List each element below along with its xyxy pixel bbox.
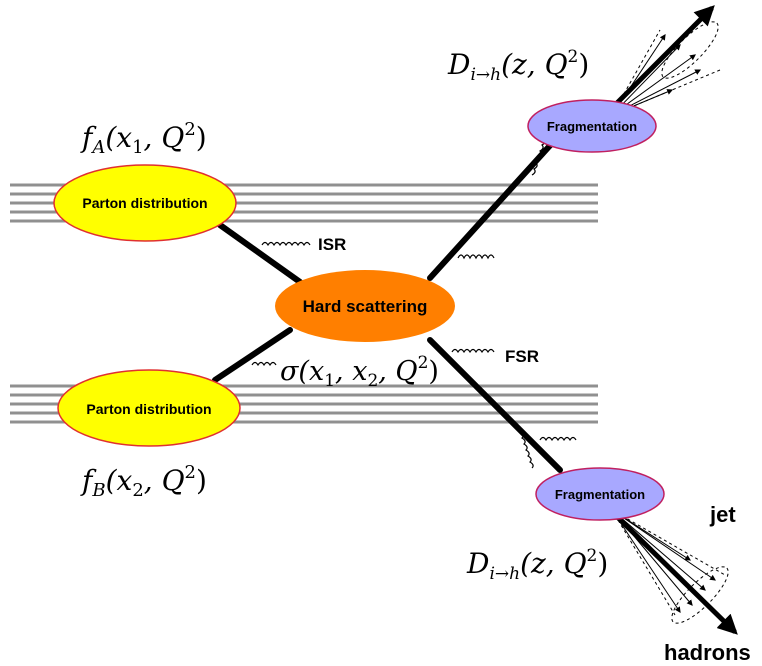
formula-d-top: Di→h(z, Q2) [447,47,589,85]
parton-distribution-top: Parton distribution [53,164,237,242]
formula-d-bottom: Di→h(z, Q2) [466,546,608,584]
isr-label: ISR [318,235,346,254]
gluon-sigma [251,361,277,367]
gluon-bottom-2 [539,436,577,442]
outgoing-parton-top [427,137,558,281]
jet-cone-top [611,21,721,116]
fragmentation-top-label: Fragmentation [547,119,637,134]
formula-fb: fB(x2, Q2) [80,462,207,501]
formula-sigma: σ(x1, x2, Q2) [280,353,439,391]
parton-lines [212,137,563,473]
parton-distribution-bottom-label: Parton distribution [86,401,211,417]
gluon-isr [261,241,311,247]
jet-axis-bottom [598,498,738,635]
jet-axis-top [598,5,715,122]
formula-fa: fA(x1, Q2) [80,119,207,158]
hard-scattering: Hard scattering [275,270,455,342]
outgoing-parton-bottom [427,337,563,473]
parton-distribution-top-label: Parton distribution [82,195,207,211]
parton-distribution-bottom: Parton distribution [57,369,241,447]
gluon-top-mid [457,254,495,260]
gluon-top-frag [531,138,546,176]
fragmentation-bottom-label: Fragmentation [555,487,645,502]
gluon-fsr [451,348,495,354]
fsr-label: FSR [505,347,539,366]
fragmentation-top: Fragmentation [527,99,657,153]
fragmentation-bottom: Fragmentation [535,467,665,521]
hard-scattering-label: Hard scattering [303,297,428,316]
incoming-parton-bottom [212,327,293,383]
gluon-bottom-1 [519,431,534,469]
jet-label: jet [709,502,736,527]
incoming-parton-top [217,222,303,285]
hadrons-label: hadrons [664,640,751,665]
